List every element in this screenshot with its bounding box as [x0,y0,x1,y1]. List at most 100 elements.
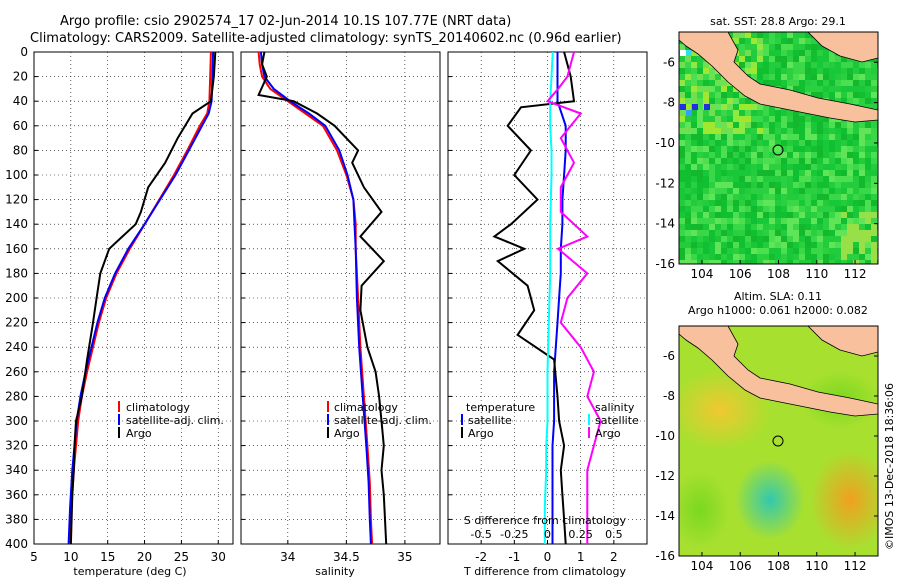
sst-cell [811,170,817,176]
sst-cell [829,206,835,212]
sst-cell [691,200,697,206]
sst-cell [811,224,817,230]
sst-cell [859,200,865,206]
sst-cell [829,134,835,140]
sst-cell [721,194,727,200]
sst-cell [793,212,799,218]
sst-cell [709,236,715,242]
sst-cell [733,128,739,134]
legend-header-salinity: salinity [595,401,635,414]
sst-cell [697,230,703,236]
sst-cell [763,194,769,200]
sst-cell [715,188,721,194]
sst-cell [799,170,805,176]
sst-cell [781,188,787,194]
sst-cell [829,254,835,260]
series-line-argo [257,52,388,544]
sst-cell [865,260,871,264]
sst-cell [757,200,763,206]
sst-cell [787,176,793,182]
sst-cell [691,74,697,80]
sst-cell [859,68,865,74]
sst-cell [871,248,877,254]
sst-cell [799,254,805,260]
sst-cell [841,206,847,212]
sst-cell [805,86,811,92]
sst-cell [745,236,751,242]
sst-cell-cool [686,110,692,116]
sst-cell [757,140,763,146]
sst-cell [709,128,715,134]
sst-cell [691,188,697,194]
series-line-climatology [69,52,212,544]
sst-cell [775,206,781,212]
sst-cell [727,260,733,264]
sst-cell [817,146,823,152]
sst-cell [715,206,721,212]
sst-cell [799,164,805,170]
sst-cell [715,74,721,80]
sst-cell [733,110,739,116]
sst-cell [859,62,865,68]
sst-cell [811,218,817,224]
sst-cell [685,152,691,158]
sst-cell [703,188,709,194]
sst-cell [835,242,841,248]
sst-cell [799,110,805,116]
sst-cell [757,56,763,62]
sst-cell [691,128,697,134]
sst-cell [781,176,787,182]
sst-cell [715,248,721,254]
sst-cell [823,50,829,56]
sst-cell [679,200,685,206]
sst-cell [727,218,733,224]
sst-cell [721,242,727,248]
sst-cell [835,152,841,158]
sst-cell [745,140,751,146]
sst-cell [679,176,685,182]
sst-cell [745,164,751,170]
sst-cell [817,212,823,218]
sst-cell [841,254,847,260]
sst-cell [871,122,877,128]
sst-cell [751,56,757,62]
sst-cell [841,98,847,104]
sst-cell [835,230,841,236]
sst-cell [793,206,799,212]
sst-cell [799,194,805,200]
sst-cell [739,254,745,260]
legend-header-temperature: temperature [466,401,535,414]
sst-cell [871,200,877,206]
sst-cell [841,230,847,236]
sst-cell [703,176,709,182]
sst-cell [811,122,817,128]
sst-cell [685,68,691,74]
sst-cell [763,212,769,218]
sst-cell [697,224,703,230]
sst-cell [769,134,775,140]
sst-cell [721,152,727,158]
sst-cell [739,230,745,236]
sst-cell [799,188,805,194]
sst-cell [829,230,835,236]
sst-cell [823,164,829,170]
sst-cell [847,176,853,182]
sst-cell [817,188,823,194]
sst-cell [727,230,733,236]
sst-cell [685,62,691,68]
sst-cell [805,128,811,134]
sst-cell [847,230,853,236]
sst-cell [757,182,763,188]
sst-cell [769,74,775,80]
sst-cell [871,182,877,188]
sst-cell [805,212,811,218]
sst-cell [871,146,877,152]
sst-cell [685,182,691,188]
sst-cell [691,176,697,182]
sst-cell [805,254,811,260]
sst-cell [835,224,841,230]
sst-cell [859,260,865,264]
sst-cell [793,230,799,236]
sst-cell [751,140,757,146]
sst-cell [769,152,775,158]
